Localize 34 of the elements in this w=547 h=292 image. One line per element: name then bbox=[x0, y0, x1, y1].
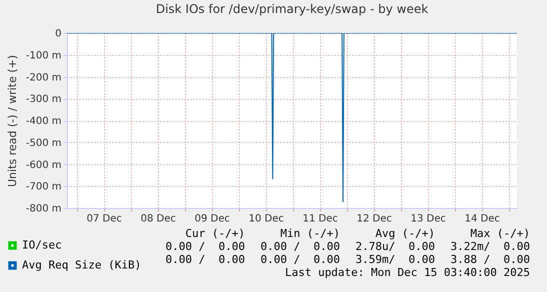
text: Cur (-/+) bbox=[184, 227, 245, 240]
text: 3.59m/ 0.00 bbox=[354, 253, 435, 266]
x-tick-label: 12 Dec bbox=[356, 214, 392, 224]
legend-label: IO/sec bbox=[22, 238, 62, 252]
text: 0.00 / 0.00 bbox=[164, 253, 245, 266]
text: 3.22m/ 0.00 bbox=[450, 240, 530, 253]
y-tick-label: -800 m bbox=[26, 204, 62, 214]
x-tick-label: 11 Dec bbox=[302, 214, 338, 224]
y-tick-label: -400 m bbox=[26, 116, 62, 127]
y-tick-label: -700 m bbox=[26, 182, 62, 193]
text: Min (-/+) bbox=[279, 227, 340, 240]
text: 3.88 / 0.00 bbox=[450, 253, 530, 266]
text: 0.00 / 0.00 bbox=[164, 240, 245, 253]
y-axis-title: Units read (-) / write (+) bbox=[6, 54, 19, 188]
y-tick-label: -200 m bbox=[26, 72, 62, 84]
legend-label: Avg Req Size (KiB) bbox=[22, 258, 142, 272]
y-tick-label: -600 m bbox=[26, 160, 62, 171]
y-tick-label: -300 m bbox=[26, 94, 62, 106]
x-tick-label: 08 Dec bbox=[140, 214, 176, 224]
x-tick-label: 07 Dec bbox=[86, 214, 122, 224]
text: 2.78u/ 0.00 bbox=[354, 240, 435, 253]
text: Last update: Mon Dec 15 03:40:00 2025 bbox=[284, 266, 530, 279]
y-tick-label: -500 m bbox=[26, 138, 62, 149]
x-tick-label: 14 Dec bbox=[464, 214, 500, 224]
y-tick-label: 0 bbox=[55, 28, 62, 40]
x-tick-label: 13 Dec bbox=[410, 214, 446, 224]
text: Max (-/+) bbox=[469, 227, 530, 240]
y-tick-label: -100 m bbox=[26, 50, 62, 62]
text: Avg (-/+) bbox=[374, 227, 435, 240]
x-tick-label: 10 Dec bbox=[248, 214, 284, 224]
chart-title: Disk IOs for /dev/primary-key/swap - by week bbox=[156, 2, 428, 16]
text: 0.00 / 0.00 bbox=[260, 253, 340, 266]
text: 0.00 / 0.00 bbox=[260, 240, 340, 253]
x-tick-label: 09 Dec bbox=[194, 214, 230, 224]
